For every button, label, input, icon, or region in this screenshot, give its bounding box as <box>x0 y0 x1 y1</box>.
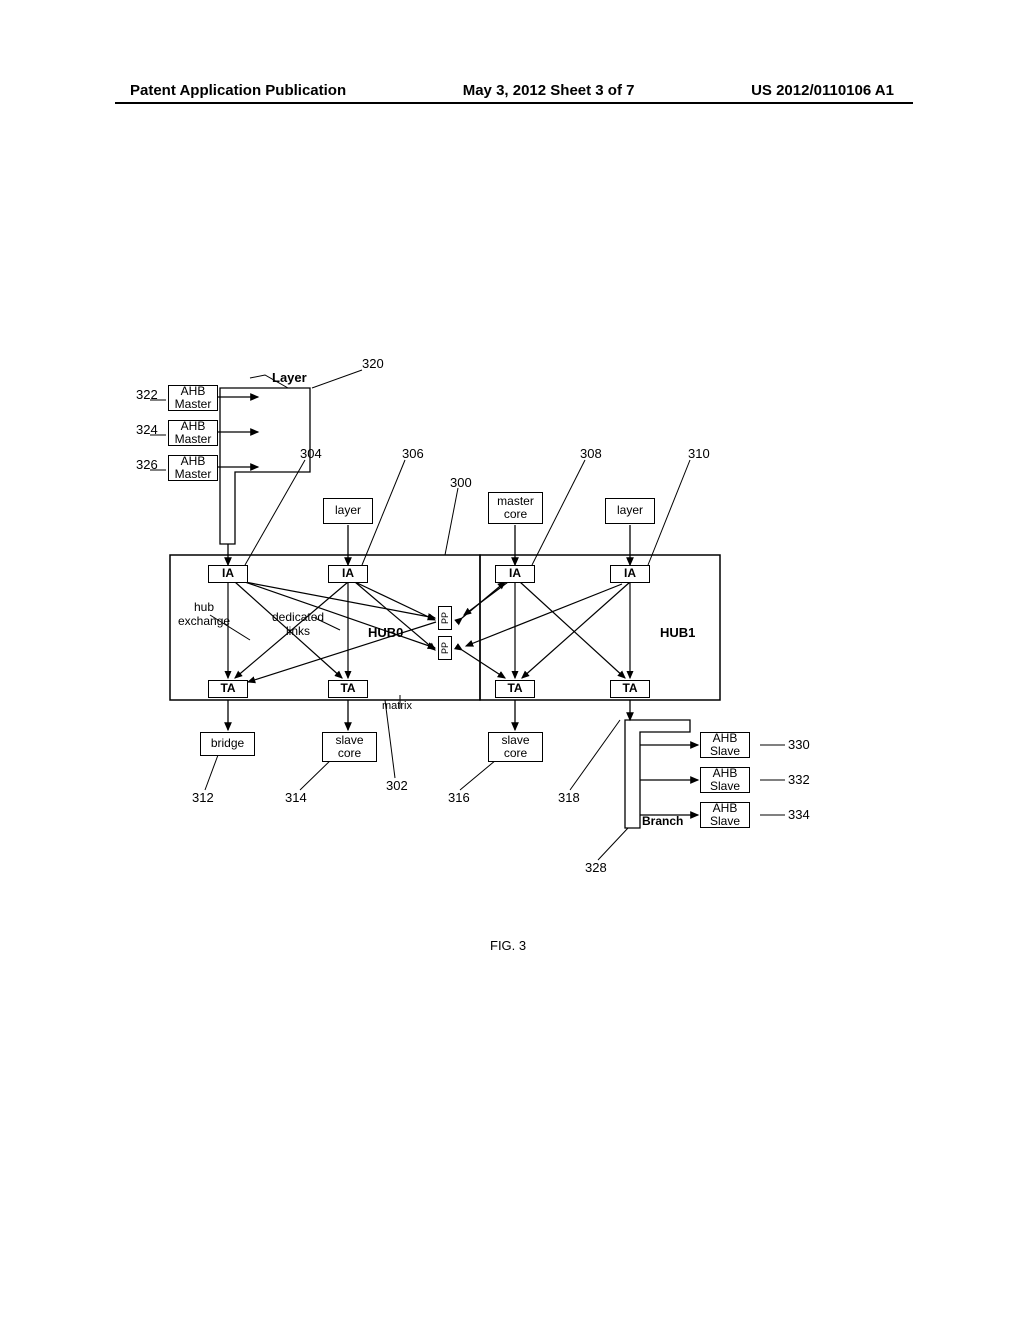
ia-label: IA <box>509 567 521 580</box>
ref-316: 316 <box>448 790 470 805</box>
ta-label: TA <box>340 682 355 695</box>
master-core-label: master core <box>497 495 534 521</box>
ref-328: 328 <box>585 860 607 875</box>
ref-326: 326 <box>136 457 158 472</box>
ref-324: 324 <box>136 422 158 437</box>
ref-302: 302 <box>386 778 408 793</box>
ahb-slave-2: AHB Slave <box>700 767 750 793</box>
header-rule <box>115 102 913 104</box>
ahb-slave-label-2: AHB Slave <box>710 767 740 793</box>
pp-bot: PP <box>438 636 452 660</box>
ahb-master-label: AHB Master <box>175 385 212 411</box>
ref-306: 306 <box>402 446 424 461</box>
ta-label: TA <box>622 682 637 695</box>
diagram-lines <box>150 360 850 920</box>
layer-label-bold: Layer <box>272 370 307 385</box>
pp-label: PP <box>440 642 450 654</box>
ahb-master-label-2: AHB Master <box>175 420 212 446</box>
ta-314: TA <box>328 680 368 698</box>
ahb-slave-3: AHB Slave <box>700 802 750 828</box>
ta-318: TA <box>610 680 650 698</box>
page-header: Patent Application Publication May 3, 20… <box>0 82 1024 99</box>
layer-306-box: layer <box>323 498 373 524</box>
ia-label: IA <box>624 567 636 580</box>
ta-316: TA <box>495 680 535 698</box>
ref-334: 334 <box>788 807 810 822</box>
header-left: Patent Application Publication <box>130 82 346 99</box>
ia-label: IA <box>342 567 354 580</box>
ref-332: 332 <box>788 772 810 787</box>
ref-308: 308 <box>580 446 602 461</box>
ref-318: 318 <box>558 790 580 805</box>
header-center: May 3, 2012 Sheet 3 of 7 <box>463 82 635 99</box>
matrix-label: matrix <box>382 700 412 712</box>
ia-310: IA <box>610 565 650 583</box>
bridge-label: bridge <box>211 737 244 750</box>
ahb-slave-label: AHB Slave <box>710 732 740 758</box>
ref-330: 330 <box>788 737 810 752</box>
ahb-slave-label-3: AHB Slave <box>710 802 740 828</box>
ta-label: TA <box>507 682 522 695</box>
ahb-master-1: AHB Master <box>168 385 218 411</box>
ahb-master-label-3: AHB Master <box>175 455 212 481</box>
master-core-box: master core <box>488 492 543 524</box>
ahb-master-2: AHB Master <box>168 420 218 446</box>
ia-304: IA <box>208 565 248 583</box>
ta-label: TA <box>220 682 235 695</box>
ahb-master-3: AHB Master <box>168 455 218 481</box>
hub-exchange-label: hub exchange <box>178 600 230 628</box>
ref-304: 304 <box>300 446 322 461</box>
dedicated-links-label: dedicated links <box>272 610 324 638</box>
slave-core-label: slave core <box>335 734 363 760</box>
hub0-label: HUB0 <box>368 625 403 640</box>
ia-308: IA <box>495 565 535 583</box>
layer-306-label: layer <box>335 504 361 517</box>
ref-320: 320 <box>362 356 384 371</box>
pp-top: PP <box>438 606 452 630</box>
ref-312: 312 <box>192 790 214 805</box>
pp-label: PP <box>440 612 450 624</box>
slave-core-316: slave core <box>488 732 543 762</box>
ta-312: TA <box>208 680 248 698</box>
ia-306: IA <box>328 565 368 583</box>
branch-label: Branch <box>642 814 683 828</box>
bridge-box: bridge <box>200 732 255 756</box>
ahb-slave-1: AHB Slave <box>700 732 750 758</box>
slave-core-label-2: slave core <box>501 734 529 760</box>
header-right: US 2012/0110106 A1 <box>751 82 894 99</box>
layer-310-label: layer <box>617 504 643 517</box>
ref-310: 310 <box>688 446 710 461</box>
ref-300: 300 <box>450 475 472 490</box>
ia-label: IA <box>222 567 234 580</box>
ref-322: 322 <box>136 387 158 402</box>
figure-caption: FIG. 3 <box>490 938 526 953</box>
hub1-label: HUB1 <box>660 625 695 640</box>
layer-310-box: layer <box>605 498 655 524</box>
slave-core-314: slave core <box>322 732 377 762</box>
diagram: AHB Master AHB Master AHB Master Layer l… <box>150 360 850 920</box>
ref-314: 314 <box>285 790 307 805</box>
